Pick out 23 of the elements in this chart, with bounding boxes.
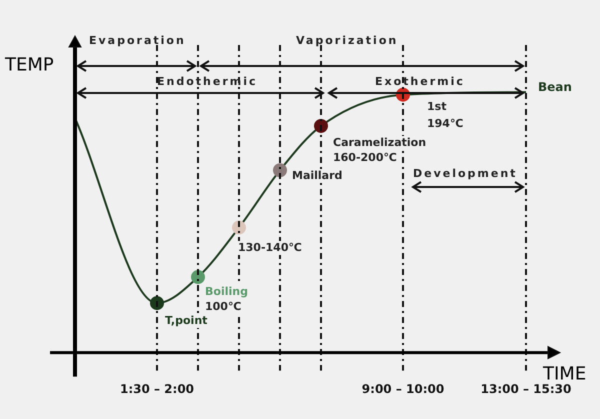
- series-label: Bean: [538, 80, 572, 94]
- x-tick-label: 9:00 – 10:00: [362, 382, 444, 396]
- annotation: 160-200℃: [333, 150, 397, 164]
- annotation: 194℃: [427, 116, 464, 130]
- annotation: 130-140℃: [238, 240, 302, 254]
- text: Exothermic: [375, 74, 465, 88]
- text: Evaporation: [89, 34, 186, 47]
- annotation: Boiling: [205, 284, 248, 298]
- text: Endothermic: [157, 74, 258, 88]
- annotation: Caramelization: [333, 136, 426, 149]
- point: [232, 220, 246, 235]
- point: [314, 118, 328, 133]
- annotation: 100℃: [205, 300, 242, 313]
- annotation: T,point: [165, 314, 208, 327]
- x-tick-label: 1:30 – 2:00: [120, 382, 194, 396]
- y-axis-title: TEMP: [4, 54, 54, 76]
- annotation: Development: [413, 166, 518, 180]
- point: [273, 163, 287, 178]
- point: [150, 296, 164, 310]
- point: [191, 270, 205, 284]
- annotation: Maillard: [292, 168, 342, 182]
- annotation: 1st: [427, 100, 446, 113]
- text: Vaporization: [296, 34, 398, 47]
